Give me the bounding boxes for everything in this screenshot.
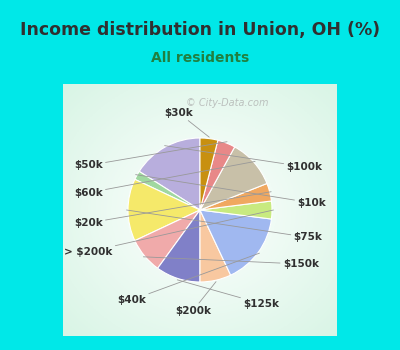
Wedge shape xyxy=(128,179,200,241)
Wedge shape xyxy=(200,147,267,210)
Text: $60k: $60k xyxy=(74,161,255,198)
Text: $40k: $40k xyxy=(117,253,260,305)
Text: $30k: $30k xyxy=(164,108,209,137)
Wedge shape xyxy=(200,140,235,210)
Wedge shape xyxy=(200,210,272,275)
Text: $150k: $150k xyxy=(144,257,319,269)
Wedge shape xyxy=(200,210,231,282)
Text: > $200k: > $200k xyxy=(64,210,274,257)
Text: $100k: $100k xyxy=(165,146,322,172)
Text: $20k: $20k xyxy=(74,192,271,228)
Text: $50k: $50k xyxy=(74,142,227,170)
Text: © City-Data.com: © City-Data.com xyxy=(186,98,268,108)
Wedge shape xyxy=(200,201,272,219)
Wedge shape xyxy=(158,210,200,282)
Text: All residents: All residents xyxy=(151,51,249,65)
Wedge shape xyxy=(200,183,272,210)
Text: $125k: $125k xyxy=(177,280,279,309)
Text: $75k: $75k xyxy=(126,210,322,242)
Text: $200k: $200k xyxy=(175,282,216,316)
Wedge shape xyxy=(135,210,200,268)
Text: Income distribution in Union, OH (%): Income distribution in Union, OH (%) xyxy=(20,21,380,39)
Wedge shape xyxy=(200,138,218,210)
Wedge shape xyxy=(135,172,200,210)
Wedge shape xyxy=(139,138,200,210)
Text: $10k: $10k xyxy=(136,175,326,208)
